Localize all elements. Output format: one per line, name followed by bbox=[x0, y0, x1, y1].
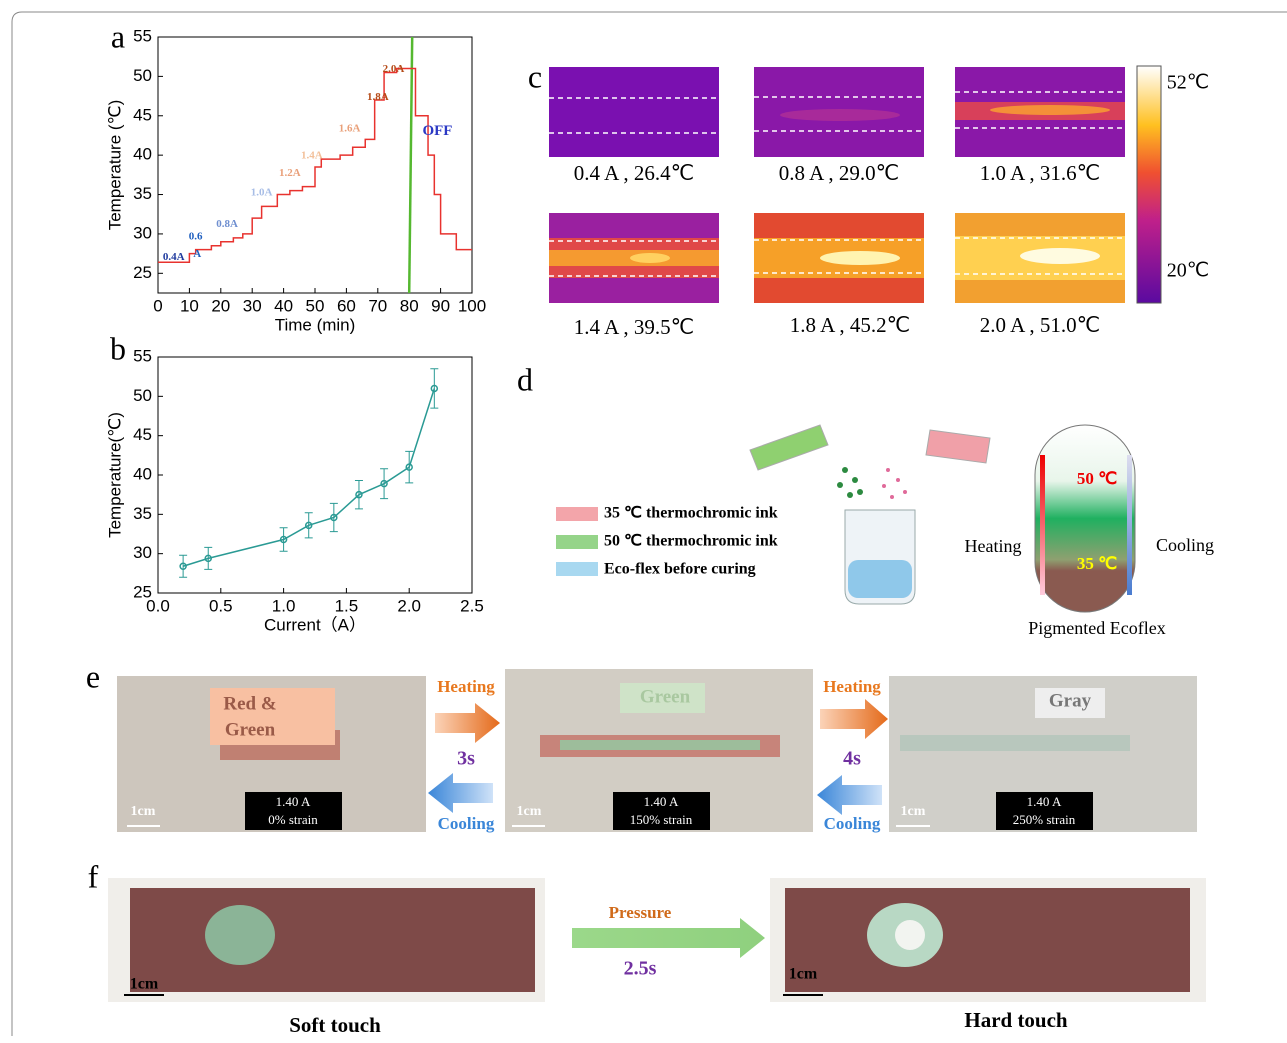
x-tick-label: 70 bbox=[368, 296, 387, 315]
annotation: 0.6 bbox=[189, 231, 203, 243]
y-tick-label: 45 bbox=[133, 425, 152, 444]
x-tick-label: 30 bbox=[243, 296, 262, 315]
x-tick-label: 60 bbox=[337, 296, 356, 315]
state-label: Red & bbox=[223, 693, 276, 714]
x-tick-label: 1.0 bbox=[272, 596, 296, 615]
hot-label: 50 ℃ bbox=[1077, 469, 1117, 488]
heating-label: Heating bbox=[437, 677, 495, 696]
current-label: 1.40 A bbox=[644, 794, 679, 809]
annotation: 1.0A bbox=[251, 186, 273, 198]
thermal-caption: 1.0 A , 31.6℃ bbox=[980, 161, 1100, 185]
cooling-label: Cooling bbox=[824, 814, 881, 833]
line bbox=[183, 388, 434, 566]
x-tick-label: 20 bbox=[211, 296, 230, 315]
panel-label: f bbox=[88, 858, 99, 894]
time-label: 4s bbox=[843, 748, 861, 770]
y-tick-label: 55 bbox=[133, 346, 152, 365]
panel-label: e bbox=[86, 658, 100, 694]
thermal-caption: 0.4 A , 26.4℃ bbox=[574, 161, 694, 185]
y-tick-label: 30 bbox=[133, 223, 152, 242]
panel-label: a bbox=[111, 18, 125, 54]
legend-text: Eco-flex before curing bbox=[604, 561, 756, 578]
thermal-caption: 1.4 A , 39.5℃ bbox=[574, 315, 694, 339]
time-label: 2.5s bbox=[624, 958, 657, 980]
thermal-caption: 1.8 A , 45.2℃ bbox=[790, 313, 910, 337]
annotation: 1.2A bbox=[279, 167, 301, 179]
legend-text: 50 ℃ thermochromic ink bbox=[604, 533, 778, 550]
state-label: Green bbox=[640, 686, 691, 707]
scale-label: 1cm bbox=[517, 804, 542, 819]
scale-label: 1cm bbox=[131, 804, 156, 819]
x-tick-label: 2.5 bbox=[460, 596, 484, 615]
x-tick-label: 1.5 bbox=[335, 596, 359, 615]
panel-label: d bbox=[517, 361, 533, 397]
scale-label: 1cm bbox=[789, 966, 818, 983]
cold-label: 35 ℃ bbox=[1077, 554, 1117, 573]
x-tick-label: 2.0 bbox=[397, 596, 421, 615]
strain-label: 150% strain bbox=[630, 812, 693, 827]
x-tick-label: 40 bbox=[274, 296, 293, 315]
x-tick-label: 0 bbox=[153, 296, 162, 315]
x-axis-label: Current（A） bbox=[264, 615, 366, 634]
y-tick-label: 40 bbox=[133, 145, 152, 164]
plot-frame bbox=[158, 37, 472, 293]
panel-label: c bbox=[528, 58, 542, 94]
marker-line bbox=[409, 37, 412, 293]
y-tick-label: 35 bbox=[133, 504, 152, 523]
action-label: Pressure bbox=[609, 903, 672, 922]
x-tick-label: 10 bbox=[180, 296, 199, 315]
y-tick-label: 45 bbox=[133, 105, 152, 124]
thermal-caption: 2.0 A , 51.0℃ bbox=[980, 313, 1100, 337]
current-label: 1.40 A bbox=[276, 794, 311, 809]
line bbox=[158, 69, 472, 263]
state-label: Green bbox=[225, 719, 276, 740]
annotation: 0.8A bbox=[216, 218, 238, 230]
y-tick-label: 55 bbox=[133, 26, 152, 45]
thermal-caption: 0.8 A , 29.0℃ bbox=[779, 161, 899, 185]
colorbar-label: 20℃ bbox=[1167, 260, 1209, 282]
heating-label: Heating bbox=[965, 536, 1022, 556]
legend-text: 35 ℃ thermochromic ink bbox=[604, 505, 778, 522]
x-tick-label: 90 bbox=[431, 296, 450, 315]
current-label: 1.40 A bbox=[1027, 794, 1062, 809]
figure: a b c d e f 0 10 20 30 40 50 60 70 80 90 100 25 30 35 40 45 50… bbox=[0, 0, 1287, 1038]
y-tick-label: 25 bbox=[133, 582, 152, 601]
annotation: 1.4A bbox=[301, 149, 323, 161]
colorbar-label: 52℃ bbox=[1167, 72, 1209, 94]
x-tick-label: 50 bbox=[306, 296, 325, 315]
panel-label: b bbox=[110, 330, 126, 366]
x-axis-label: Time (min) bbox=[275, 315, 356, 334]
state-label: Gray bbox=[1049, 690, 1092, 711]
y-tick-label: 50 bbox=[133, 386, 152, 405]
scale-label: 1cm bbox=[130, 976, 159, 993]
x-tick-label: 0.5 bbox=[209, 596, 233, 615]
y-axis-label: Temperature(℃) bbox=[105, 412, 124, 538]
annotation: 0.4A bbox=[163, 251, 185, 263]
annotation: 2.0A bbox=[383, 63, 405, 75]
strain-label: 0% strain bbox=[268, 812, 318, 827]
annotation: OFF bbox=[422, 123, 452, 139]
scale-label: 1cm bbox=[901, 804, 926, 819]
annotation: A bbox=[193, 248, 201, 260]
cooling-label: Cooling bbox=[438, 814, 495, 833]
x-tick-label: 80 bbox=[400, 296, 419, 315]
touch-caption: Hard touch bbox=[964, 1008, 1068, 1032]
annotation: 1.8A bbox=[367, 91, 389, 103]
y-tick-label: 25 bbox=[133, 263, 152, 282]
y-tick-label: 35 bbox=[133, 184, 152, 203]
y-axis-label: Temperature (℃) bbox=[105, 100, 124, 231]
heating-label: Heating bbox=[823, 677, 881, 696]
diagram-caption: Pigmented Ecoflex bbox=[1028, 618, 1165, 638]
touch-caption: Soft touch bbox=[289, 1013, 381, 1037]
cooling-label: Cooling bbox=[1156, 535, 1214, 555]
y-tick-label: 30 bbox=[133, 543, 152, 562]
time-label: 3s bbox=[457, 748, 475, 770]
y-tick-label: 50 bbox=[133, 66, 152, 85]
annotation: 1.6A bbox=[339, 123, 361, 135]
x-tick-label: 100 bbox=[458, 296, 486, 315]
y-tick-label: 40 bbox=[133, 464, 152, 483]
strain-label: 250% strain bbox=[1013, 812, 1076, 827]
